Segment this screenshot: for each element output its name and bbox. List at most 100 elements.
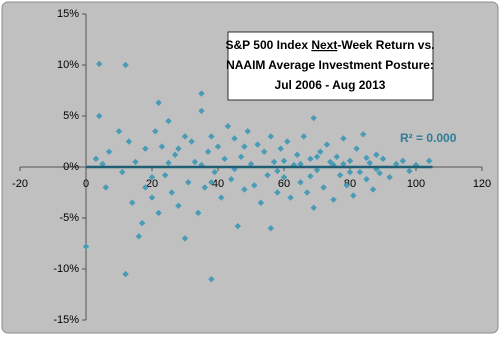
data-point (267, 133, 274, 140)
data-point (353, 145, 360, 152)
x-tick-label: 120 (473, 178, 491, 190)
data-point (340, 160, 347, 168)
title-box (227, 31, 434, 101)
data-point (270, 158, 278, 166)
data-point (218, 194, 225, 201)
data-point (96, 112, 103, 120)
data-point (155, 209, 162, 217)
data-point (201, 184, 208, 191)
data-point (158, 143, 166, 150)
data-point (264, 171, 271, 179)
data-point (244, 128, 251, 135)
data-point (92, 155, 100, 163)
data-point (208, 133, 215, 140)
data-point (162, 171, 169, 179)
y-tick-label: -5% (59, 212, 79, 224)
data-point (360, 131, 367, 138)
data-point (125, 138, 133, 145)
data-point (313, 166, 321, 174)
data-point (165, 117, 172, 125)
data-point (343, 182, 350, 189)
data-point (363, 176, 370, 183)
data-point (320, 184, 327, 191)
data-point (287, 194, 294, 201)
data-point (366, 159, 373, 167)
title-segment: NAAIM Average Investment Posture: (226, 58, 434, 72)
y-tick-label: 0% (63, 161, 79, 173)
data-point (373, 151, 380, 158)
x-tick-label: 100 (407, 178, 425, 190)
data-point (426, 157, 433, 165)
data-point (317, 148, 324, 155)
chart-title: NAAIM Average Investment Posture: (226, 58, 434, 72)
data-point (300, 133, 307, 140)
data-point (175, 145, 182, 152)
data-point (330, 196, 337, 203)
data-point (241, 143, 248, 150)
data-point (254, 141, 261, 148)
data-point (369, 186, 377, 193)
data-point (310, 204, 317, 211)
data-point (191, 158, 199, 166)
data-point (188, 138, 195, 145)
data-point (313, 153, 321, 160)
data-point (274, 167, 281, 175)
data-point (280, 157, 288, 165)
data-point (115, 128, 123, 135)
data-point (350, 192, 357, 199)
x-tick-label: 20 (146, 178, 158, 190)
data-point (171, 151, 179, 158)
data-point (274, 189, 281, 196)
data-point (386, 174, 393, 181)
data-point (221, 155, 228, 163)
data-point (122, 270, 129, 278)
data-point (142, 145, 149, 152)
data-point (204, 148, 212, 155)
y-tick-label: -10% (53, 263, 79, 275)
data-point (241, 186, 248, 193)
data-point (214, 143, 222, 150)
data-point (224, 123, 232, 130)
data-point (237, 153, 245, 160)
data-point (195, 209, 202, 217)
data-point (307, 155, 314, 163)
data-point (175, 202, 182, 209)
data-point (310, 114, 317, 122)
r-squared-annotation: R² = 0.000 (400, 131, 457, 145)
data-point (297, 179, 304, 186)
data-point (307, 172, 314, 180)
data-point (135, 233, 142, 240)
data-point (99, 160, 106, 168)
data-point (129, 199, 136, 206)
x-tick-label: -20 (12, 178, 28, 190)
data-point (181, 133, 189, 140)
data-point (284, 138, 291, 145)
data-point (303, 189, 311, 196)
data-point (234, 222, 241, 230)
data-point (148, 174, 156, 181)
data-point (211, 168, 218, 176)
data-point (152, 128, 159, 135)
data-point (280, 174, 288, 181)
chart-title: Jul 2006 - Aug 2013 (275, 78, 386, 92)
data-point (340, 135, 347, 142)
data-point (406, 167, 413, 175)
data-point (356, 168, 364, 176)
y-tick-label: 15% (57, 8, 79, 20)
data-point (346, 168, 354, 176)
data-point (96, 60, 103, 68)
data-point (294, 151, 301, 158)
data-point (165, 159, 172, 167)
data-point (102, 184, 109, 191)
y-tick-label: 10% (57, 59, 79, 71)
title-segment: Jul 2006 - Aug 2013 (275, 78, 386, 92)
data-point (208, 179, 215, 186)
data-point (376, 169, 383, 177)
data-point (267, 225, 274, 232)
data-point (336, 171, 344, 179)
data-point (82, 243, 90, 250)
data-point (155, 99, 162, 106)
data-point (363, 154, 370, 162)
y-tick-label: -15% (53, 314, 79, 326)
